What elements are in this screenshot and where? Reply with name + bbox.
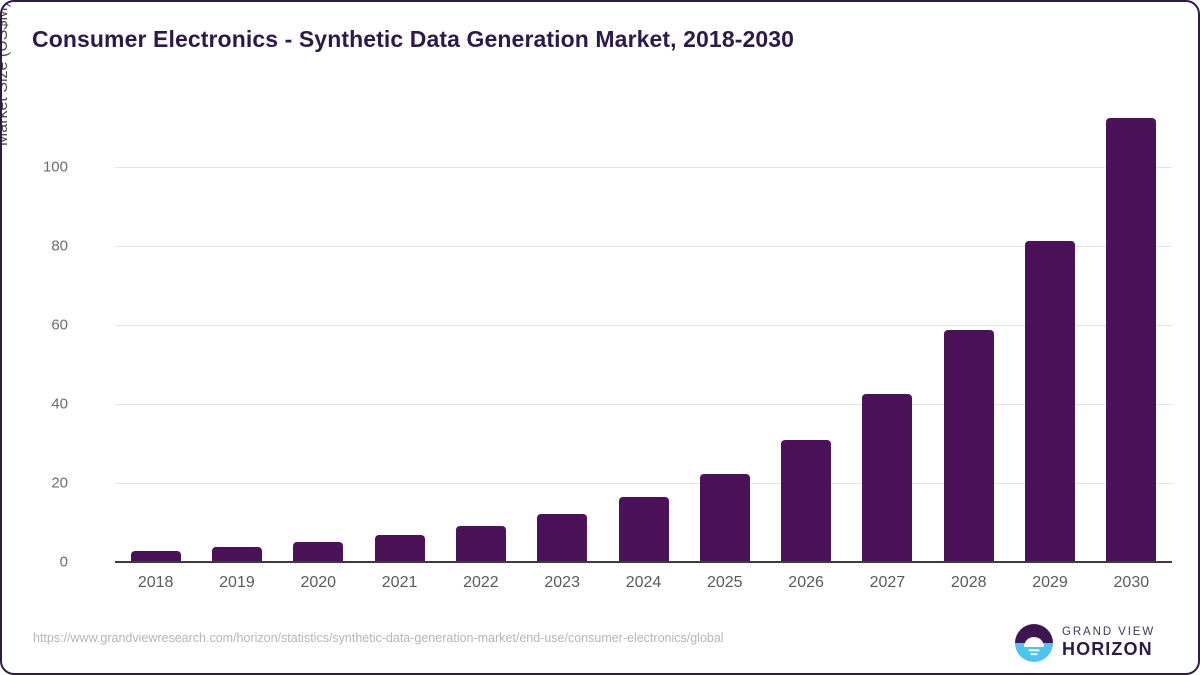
page-title: Consumer Electronics - Synthetic Data Ge…	[32, 26, 795, 52]
y-tick-label: 0	[59, 553, 68, 571]
x-tick-label: 2022	[463, 574, 499, 591]
logo-wordmark: GRAND VIEW HORIZON	[1062, 625, 1155, 659]
x-tick-label: 2027	[869, 574, 906, 591]
y-tick-label: 20	[51, 474, 68, 492]
gridline	[115, 483, 1172, 484]
bar-2030[interactable]	[1106, 118, 1157, 562]
bar-2023[interactable]	[537, 513, 588, 562]
x-tick-label: 2023	[544, 574, 580, 591]
bar-2021[interactable]	[374, 535, 425, 562]
gridline	[115, 404, 1172, 405]
bar-2029[interactable]	[1025, 241, 1076, 562]
source-url[interactable]: https://www.grandviewresearch.com/horizo…	[33, 631, 724, 645]
bar-2020[interactable]	[293, 541, 344, 562]
y-axis-title: Market Size (US$M)	[0, 1, 11, 147]
x-tick-label: 2025	[706, 574, 743, 591]
plot-area: 0 20 40 60 80 100	[43, 88, 1172, 571]
x-tick-label: 2030	[1113, 574, 1150, 591]
bar-2022[interactable]	[455, 526, 506, 562]
bar-2019[interactable]	[211, 547, 262, 562]
bar-2018[interactable]	[130, 550, 181, 562]
bar-2025[interactable]	[699, 473, 750, 562]
x-tick-label: 2024	[625, 574, 662, 591]
bar-2027[interactable]	[862, 393, 913, 562]
x-tick-label: 2020	[300, 574, 337, 591]
x-tick-label: 2026	[788, 574, 824, 591]
y-tick-label: 80	[51, 237, 68, 255]
y-tick-label: 100	[42, 158, 68, 176]
bar-2028[interactable]	[943, 329, 994, 562]
x-tick-label: 2019	[219, 574, 255, 591]
logo-line-1: GRAND VIEW	[1062, 626, 1156, 638]
logo-line-2: HORIZON	[1062, 639, 1153, 659]
x-tick-label: 2018	[137, 574, 174, 591]
x-tick-label: 2029	[1032, 574, 1068, 591]
brand-logo: GRAND VIEW HORIZON	[1014, 621, 1174, 665]
horizon-logo-icon	[1015, 624, 1053, 662]
gridline	[115, 167, 1172, 168]
y-tick-label: 40	[51, 395, 68, 413]
x-tick-label: 2028	[950, 574, 987, 591]
gridline	[115, 325, 1172, 326]
y-tick-label: 60	[51, 316, 68, 334]
gridline	[115, 246, 1172, 247]
bar-2026[interactable]	[781, 439, 832, 562]
bar-2024[interactable]	[618, 497, 669, 562]
x-axis-line	[115, 561, 1172, 563]
x-tick-label: 2021	[381, 574, 418, 591]
